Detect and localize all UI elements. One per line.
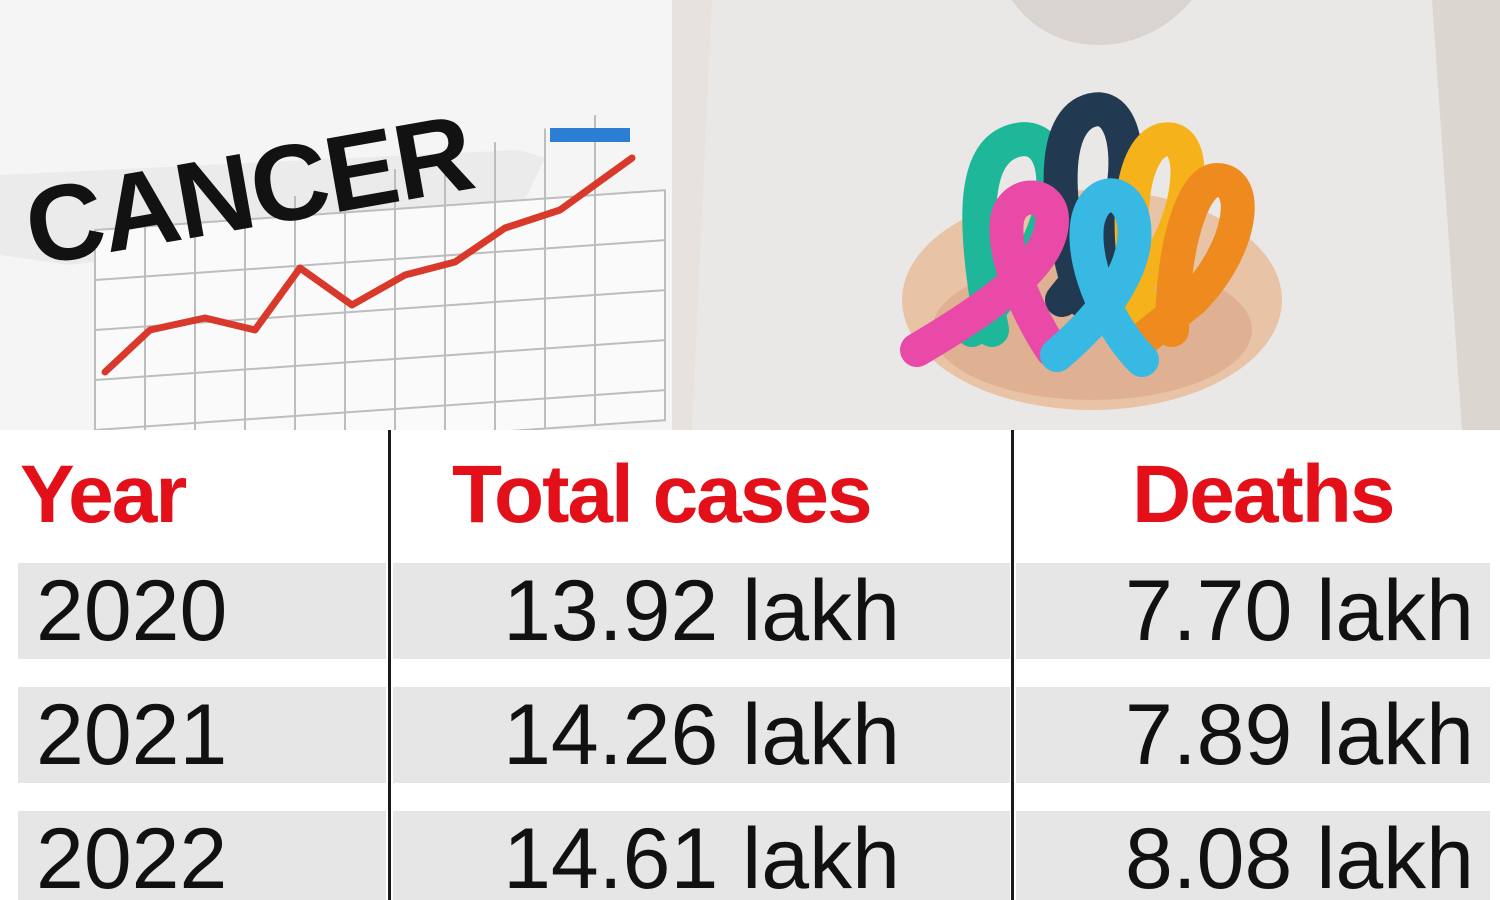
cell-deaths: 8.08 lakh [1016, 811, 1490, 900]
header-deaths: Deaths [1132, 449, 1395, 540]
column-divider [388, 430, 391, 900]
trend-line [101, 154, 636, 376]
grid-paper [94, 114, 666, 430]
awareness-ribbons-photo [672, 0, 1500, 430]
photo-banner: CANCER [0, 0, 1500, 430]
cell-year: 2020 [18, 563, 386, 659]
cell-deaths: 7.89 lakh [1016, 687, 1490, 783]
cancer-rising-chart-illustration: CANCER [0, 0, 672, 430]
cell-year: 2021 [18, 687, 386, 783]
cell-deaths: 7.70 lakh [1016, 563, 1490, 659]
header-total-cases: Total cases [452, 449, 873, 540]
column-divider [1011, 430, 1014, 900]
cell-year: 2022 [18, 811, 386, 900]
legend-bar [550, 128, 630, 142]
cancer-chart-graphic: CANCER [0, 0, 672, 430]
awareness-ribbons [900, 92, 1255, 377]
cancer-statistics-table: Year Total cases Deaths 2020 13.92 lakh … [0, 430, 1500, 900]
ribbons-graphic [672, 0, 1500, 430]
cell-total-cases: 14.61 lakh [393, 811, 1010, 900]
header-year: Year [20, 449, 187, 540]
cell-total-cases: 14.26 lakh [393, 687, 1010, 783]
cell-total-cases: 13.92 lakh [393, 563, 1010, 659]
